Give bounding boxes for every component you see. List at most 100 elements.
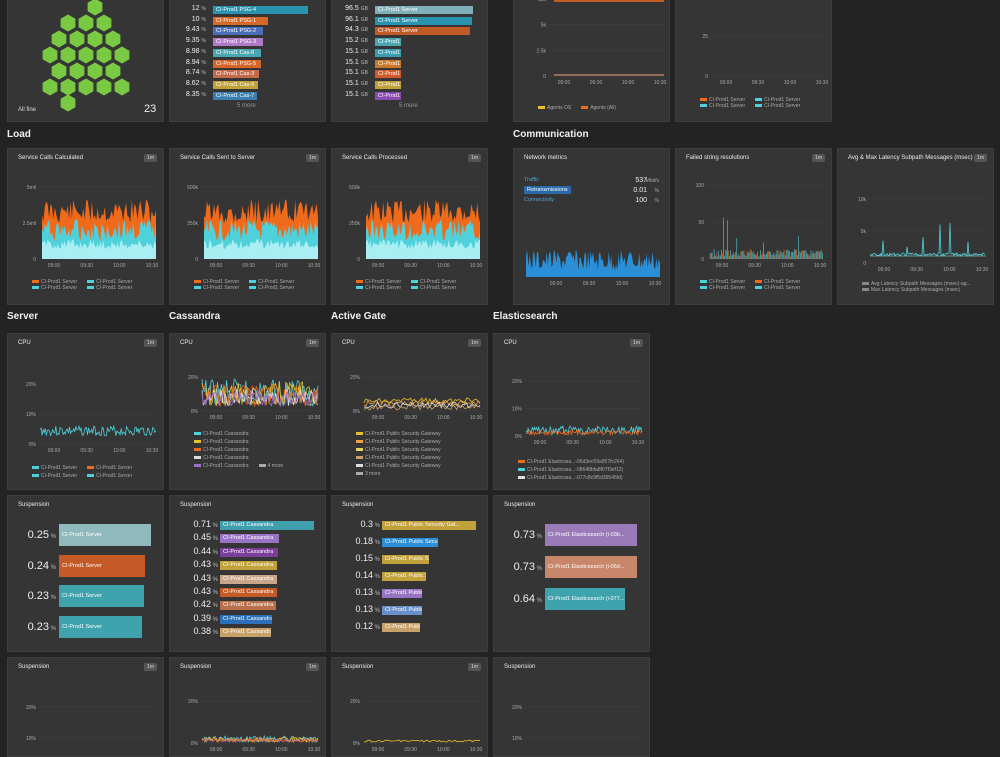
bar-item[interactable]: CI-Prod1 Cassandra bbox=[375, 48, 401, 57]
bar-item[interactable]: CI-Prod1 PSG-4 bbox=[213, 6, 308, 14]
suspension-bar[interactable]: CI-Prod1 Elasticsearch (i-03b... bbox=[545, 524, 637, 546]
legend-item[interactable]: CI-Prod1 Server bbox=[194, 279, 239, 285]
legend-item[interactable]: CI-Prod1 Server bbox=[87, 279, 132, 285]
legend-item[interactable]: CI-Prod1 Public Security Gateway bbox=[356, 446, 441, 454]
legend-item[interactable]: CI-Prod1 Public Security Gateway bbox=[356, 430, 441, 438]
interval-badge[interactable]: 1m bbox=[306, 663, 319, 671]
legend-item[interactable]: CI-Prod1 Server bbox=[356, 279, 401, 285]
legend-item[interactable]: CI-Prod1 Cassandra bbox=[194, 454, 249, 462]
load-chart-tile[interactable]: Service Calls Calculated 1m 5mil 2.5mil 0 09:… bbox=[7, 148, 164, 305]
interval-badge[interactable]: 1m bbox=[306, 339, 319, 347]
suspension-bar[interactable]: CI-Prod1 Server bbox=[59, 554, 145, 577]
bar-item[interactable]: CI-Prod1 Cas-8 bbox=[213, 48, 261, 57]
interval-badge[interactable]: 1m bbox=[306, 154, 319, 162]
suspension-bar[interactable]: CI-Prod1 Public Security Gat... bbox=[382, 606, 423, 615]
latency-tile[interactable]: Avg & Max Latency Subpath Messages (msec… bbox=[837, 148, 994, 305]
suspension-bar[interactable]: CI-Prod1 Public Security Gat... bbox=[382, 555, 429, 564]
bar-item[interactable]: CI-Prod1 PSG-1 bbox=[213, 16, 268, 25]
cpu-chart-tile[interactable]: CPU 1m 20% 0% 09:00 09:30 10:00 10:30 CI-Prod1 C… bbox=[169, 333, 326, 490]
suspension-chart-tile[interactable]: Suspension 1m 20% 0% 09:00 09:30 10:00 10:30 bbox=[331, 657, 488, 757]
interval-badge[interactable]: 1m bbox=[468, 154, 481, 162]
bar-item[interactable]: CI-Prod1 Cassandra bbox=[375, 80, 401, 89]
interval-badge[interactable]: 1m bbox=[144, 154, 157, 162]
suspension-bar[interactable]: CI-Prod1 Cassandra bbox=[220, 574, 278, 584]
suspension-bar[interactable]: CI-Prod1 Cassandra bbox=[220, 601, 277, 611]
legend-item[interactable]: CI-Prod1 Server bbox=[700, 285, 745, 291]
suspension-bar[interactable]: CI-Prod1 Server bbox=[59, 524, 151, 546]
legend-item[interactable]: CI-Prod1 Elasticsea...-06d3ec59a957fc264… bbox=[518, 458, 624, 466]
legend-item[interactable]: Avg Latency Subpath Messages (msec)-ag..… bbox=[862, 281, 971, 287]
legend-item[interactable]: 3 more bbox=[356, 470, 381, 478]
suspension-bar[interactable]: CI-Prod1 Server bbox=[59, 615, 142, 638]
legend-item[interactable]: Max Latency Subpath Messages (msec) bbox=[862, 287, 960, 293]
cpu-chart-tile[interactable]: CPU 1m 20% 10% 0% 09:00 09:30 10:00 10:30 CI-Prod… bbox=[7, 333, 164, 490]
legend-item[interactable]: CI-Prod1 Public Security Gateway bbox=[356, 454, 441, 462]
legend-item[interactable]: CI-Prod1 Server bbox=[249, 279, 294, 285]
suspension-bar[interactable]: CI-Prod1 Public Security Gat... bbox=[382, 589, 423, 598]
bar-item[interactable]: CI-Prod1 Cassandra bbox=[375, 91, 401, 100]
legend-item[interactable]: CI-Prod1 Server bbox=[700, 279, 745, 285]
legend-item[interactable]: CI-Prod1 Server bbox=[32, 285, 77, 291]
suspension-bar[interactable]: CI-Prod1 Elasticsearch (i-077... bbox=[545, 588, 625, 610]
legend-item[interactable]: CI-Prod1 Server bbox=[249, 285, 294, 291]
suspension-bar[interactable]: CI-Prod1 Cassandra bbox=[220, 547, 279, 557]
suspension-bar[interactable]: CI-Prod1 Cassandra bbox=[220, 628, 271, 638]
legend-item[interactable]: CI-Prod1 Public Security Gateway bbox=[356, 438, 441, 446]
network-metric-row[interactable]: Traffic 537 Mbit/s bbox=[524, 177, 659, 186]
legend-item[interactable]: CI-Prod1 Server bbox=[411, 279, 456, 285]
legend-item[interactable]: CI-Prod1 Server bbox=[755, 97, 800, 103]
server-metric-tile[interactable]: 25 0 09:00 09:30 10:00 10:30 CI-Prod1 Server C… bbox=[675, 0, 832, 122]
interval-badge[interactable]: 1m bbox=[468, 339, 481, 347]
legend-item[interactable]: CI-Prod1 Server bbox=[87, 285, 132, 291]
legend-item[interactable]: CI-Prod1 Server bbox=[32, 472, 77, 480]
bar-item[interactable]: CI-Prod1 PSG-3 bbox=[213, 38, 263, 47]
suspension-bar[interactable]: CI-Prod1 Cassandra bbox=[220, 588, 278, 597]
more-link[interactable]: 5 more bbox=[399, 103, 418, 109]
legend-item[interactable]: Agents (All) bbox=[581, 105, 616, 111]
cpu-chart-tile[interactable]: CPU 1m 20% 0% 09:00 09:30 10:00 10:30 CI-Prod1 P… bbox=[331, 333, 488, 490]
suspension-bar[interactable]: CI-Prod1 Cassandra bbox=[220, 521, 314, 530]
legend-item[interactable]: CI-Prod1 Server bbox=[700, 103, 745, 109]
legend-item[interactable]: Agents OS bbox=[538, 105, 571, 111]
legend-item[interactable]: CI-Prod1 Cassandra bbox=[194, 430, 249, 438]
bar-item[interactable]: CI-Prod1 Cassandra bbox=[375, 70, 401, 79]
interval-badge[interactable]: 1m bbox=[144, 339, 157, 347]
legend-item[interactable]: CI-Prod1 Server bbox=[356, 285, 401, 291]
host-cpu-bars-tile[interactable]: 12% CI-Prod1 PSG-4 10% CI-Prod1 PSG-1 9.43% C… bbox=[169, 0, 326, 122]
legend-item[interactable]: CI-Prod1 Server bbox=[755, 285, 800, 291]
bar-item[interactable]: CI-Prod1 PSG-5 bbox=[213, 59, 261, 68]
suspension-bar[interactable]: CI-Prod1 Cassandra bbox=[220, 614, 272, 624]
legend-item[interactable]: CI-Prod1 Elasticsea...-08648bfa8f07f3ef1… bbox=[518, 466, 623, 474]
network-metrics-tile[interactable]: Network metrics Traffic 537 Mbit/s Retransm… bbox=[513, 148, 670, 305]
network-metric-row[interactable]: Retransmissions 0.01% bbox=[524, 186, 659, 196]
legend-item[interactable]: CI-Prod1 Cassandra bbox=[194, 438, 249, 446]
agents-tile[interactable]: 15k 5k 2.5k 0 09:00 09:30 10:00 10:30 Agents OS… bbox=[513, 0, 670, 122]
suspension-bars-tile[interactable]: Suspension 0.73 % CI-Prod1 Elasticsearch (… bbox=[493, 495, 650, 652]
failed-string-tile[interactable]: Failed string resolutions 1m 100 50 0 09:00… bbox=[675, 148, 832, 305]
interval-badge[interactable]: 1m bbox=[144, 663, 157, 671]
legend-item[interactable]: CI-Prod1 Server bbox=[87, 472, 132, 480]
interval-badge[interactable]: 1m bbox=[812, 154, 825, 162]
legend-item[interactable]: CI-Prod1 Cassandra bbox=[194, 446, 249, 454]
cpu-chart-tile[interactable]: CPU 1m 20% 10% 0% 09:00 09:30 10:00 10:30 CI-Prod… bbox=[493, 333, 650, 490]
legend-item[interactable]: CI-Prod1 Server bbox=[755, 103, 800, 109]
suspension-bar[interactable]: CI-Prod1 Public Security Gat... bbox=[382, 623, 420, 632]
more-link[interactable]: 5 more bbox=[237, 103, 256, 109]
network-metric-row[interactable]: Connectivity 100% bbox=[524, 197, 659, 206]
health-tile[interactable]: All fine 23 bbox=[7, 0, 164, 122]
suspension-bar[interactable]: CI-Prod1 Cassandra bbox=[220, 534, 280, 544]
legend-item[interactable]: CI-Prod1 Cassandra bbox=[194, 462, 249, 470]
interval-badge[interactable]: 1m bbox=[974, 154, 987, 162]
suspension-bar[interactable]: CI-Prod1 Cassandra bbox=[220, 561, 278, 571]
suspension-chart-tile[interactable]: Suspension 20% 10% bbox=[493, 657, 650, 757]
suspension-bar[interactable]: CI-Prod1 Public Security Gat... bbox=[382, 572, 427, 581]
bar-item[interactable]: CI-Prod1 Cas-9 bbox=[213, 80, 258, 89]
interval-badge[interactable]: 1m bbox=[630, 339, 643, 347]
legend-item[interactable]: CI-Prod1 Server bbox=[32, 279, 77, 285]
suspension-bar[interactable]: CI-Prod1 Public Security Gat... bbox=[382, 538, 439, 547]
bar-item[interactable]: CI-Prod1 Server bbox=[375, 6, 473, 14]
interval-badge[interactable]: 1m bbox=[468, 663, 481, 671]
bar-item[interactable]: CI-Prod1 Server bbox=[375, 27, 470, 36]
suspension-bars-tile[interactable]: Suspension 0.3 % CI-Prod1 Public Security … bbox=[331, 495, 488, 652]
bar-item[interactable]: CI-Prod1 PSG-2 bbox=[213, 27, 263, 36]
